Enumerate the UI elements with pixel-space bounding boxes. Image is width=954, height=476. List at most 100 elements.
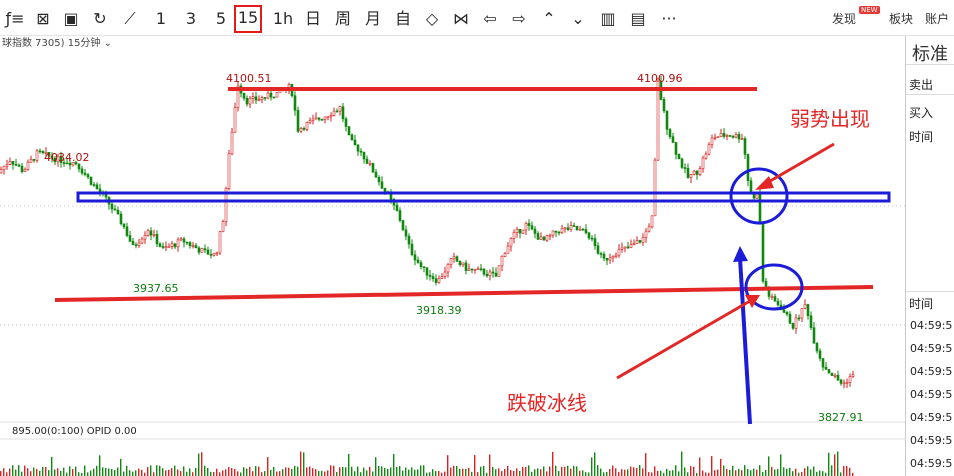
volume-bar <box>270 469 272 476</box>
volume-bar <box>198 453 200 476</box>
candle-body <box>350 134 354 141</box>
scroll-up-icon[interactable]: ⌃ <box>542 9 556 28</box>
indicator-readout: 895.00(0:100) OPID 0.00 <box>12 426 137 437</box>
candle-body <box>356 144 360 152</box>
period-5-button[interactable]: 5 <box>215 9 227 28</box>
volume-bar <box>267 457 269 476</box>
period-1-button[interactable]: 1 <box>155 9 167 28</box>
period-15-button[interactable]: 15 <box>234 5 262 33</box>
candle-body <box>569 225 573 230</box>
candle-body <box>743 138 747 155</box>
period-month-button[interactable]: 月 <box>364 9 381 28</box>
candle-body <box>185 241 189 244</box>
volume-bar <box>387 468 389 476</box>
volume-bar <box>369 466 371 476</box>
candle-body <box>494 272 498 277</box>
volume-bar <box>249 466 251 476</box>
ice-line-box[interactable] <box>76 191 891 203</box>
period-1h-button[interactable]: 1h <box>272 9 294 28</box>
volume-bar <box>726 468 728 476</box>
notes-icon[interactable]: ▤ <box>630 9 646 28</box>
zoom-both-icon[interactable]: ◇ <box>425 9 439 28</box>
candle-body <box>35 150 39 161</box>
volume-bar <box>138 468 140 476</box>
candle-body <box>449 258 453 265</box>
volume-bar <box>501 471 503 476</box>
candlestick-chart[interactable]: 4034.02 4100.51 4100.96 3937.65 3918.39 … <box>0 36 905 476</box>
account-link[interactable]: 账户 <box>925 12 950 26</box>
candle-body <box>626 246 630 249</box>
weak-signal-circle[interactable] <box>729 167 789 225</box>
split-view-icon[interactable]: ▥ <box>600 9 616 28</box>
candle-body <box>731 136 735 138</box>
refresh-icon[interactable]: ↻ <box>93 9 107 28</box>
candle-body <box>317 117 321 120</box>
candle-body <box>143 235 147 240</box>
scroll-down-icon[interactable]: ⌄ <box>571 9 585 28</box>
candle-body <box>821 358 825 368</box>
zoom-in-icon[interactable]: ⋈ <box>453 9 469 28</box>
formula-icon[interactable]: ƒ≡ <box>5 9 25 28</box>
volume-bar <box>765 469 767 476</box>
volume-bar <box>483 465 485 476</box>
volume-bar <box>171 468 173 476</box>
period-week-button[interactable]: 周 <box>334 9 351 28</box>
volume-bar <box>357 466 359 476</box>
candle-body <box>218 231 222 254</box>
draw-line-icon[interactable]: ⟋ <box>124 9 136 28</box>
volume-bar <box>549 466 551 476</box>
low-label: 3827.91 <box>818 411 864 424</box>
more-icon[interactable]: ··· <box>661 9 677 28</box>
candle-body <box>155 234 159 245</box>
chart-image-icon[interactable]: ⊠ <box>36 9 50 28</box>
candle-body <box>377 177 381 183</box>
candle-body <box>203 248 207 251</box>
support-trend-line[interactable] <box>54 285 874 302</box>
candle-body <box>158 243 162 247</box>
move-left-icon[interactable]: ⇦ <box>483 9 497 28</box>
candle-body <box>704 153 708 159</box>
volume-bar <box>534 469 536 476</box>
candle-body <box>560 228 564 233</box>
volume-bar <box>747 469 749 476</box>
volume-bar <box>666 468 668 476</box>
volume-bar <box>468 467 470 476</box>
volume-bar <box>495 469 497 476</box>
candle-body <box>716 136 720 138</box>
candle-body <box>134 244 138 246</box>
breakdown-circle[interactable] <box>744 263 804 311</box>
period-custom-button[interactable]: 自 <box>394 9 411 28</box>
volume-bar <box>774 469 776 476</box>
volume-bar <box>621 469 623 476</box>
candle-body <box>200 248 204 253</box>
candle-body <box>26 161 30 170</box>
candle-body <box>533 228 537 234</box>
volume-bar <box>444 471 446 476</box>
volume-bar <box>429 472 431 476</box>
move-right-icon[interactable]: ⇨ <box>512 9 526 28</box>
volume-bar <box>678 471 680 476</box>
candle-body <box>8 160 12 165</box>
candle-body <box>248 98 252 105</box>
volume-bar <box>675 465 677 476</box>
candle-body <box>233 107 237 133</box>
candle-body <box>455 256 459 262</box>
discover-link[interactable]: 发现 <box>832 12 857 26</box>
sector-link[interactable]: 板块 <box>889 12 914 26</box>
period-3-button[interactable]: 3 <box>185 9 197 28</box>
volume-bar <box>366 470 368 476</box>
volume-bar <box>51 456 53 476</box>
candle-body <box>839 379 843 384</box>
instrument-info[interactable]: 球指数 7305) 15分钟 ⌄ <box>2 38 112 49</box>
high-label: 4100.51 <box>226 72 272 85</box>
volume-bar <box>384 467 386 476</box>
period-day-button[interactable]: 日 <box>304 9 321 28</box>
save-icon[interactable]: ▣ <box>63 9 79 28</box>
volume-bar <box>624 469 626 476</box>
candle-body <box>476 268 480 270</box>
candle-body <box>509 238 513 247</box>
volume-bar <box>60 470 62 476</box>
candle-body <box>530 225 534 230</box>
volume-bar <box>453 465 455 476</box>
